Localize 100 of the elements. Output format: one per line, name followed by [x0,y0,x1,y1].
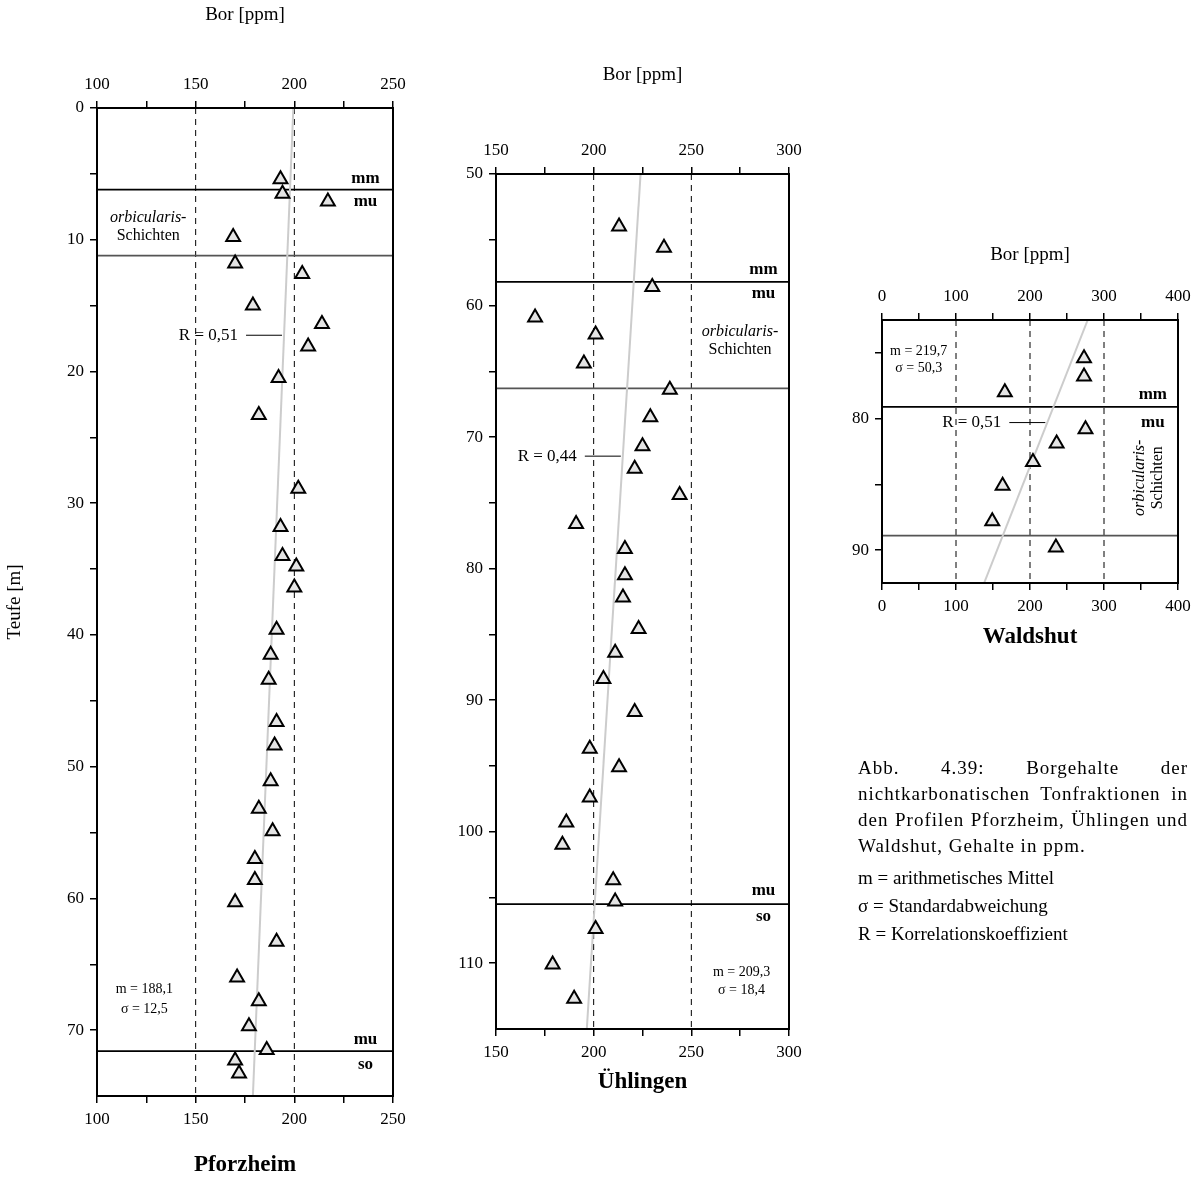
point [272,517,289,532]
text: R = 0,51 [178,324,239,344]
text: Pforzheim [193,1150,297,1176]
annotation: mm [1138,384,1167,404]
point [272,170,289,185]
point [996,383,1013,398]
annotation: so [755,905,772,925]
point [554,835,571,850]
text: R = 0,51 [942,412,1002,432]
y-tick-label: 50 [67,756,84,776]
annotation: σ = 18,4 [718,982,766,998]
point [227,1051,244,1066]
point [611,758,627,773]
point [250,405,267,420]
annotation: σ = 12,5 [120,1000,168,1016]
point [587,920,604,935]
text: Waldshut [982,622,1078,648]
x-tick-label: 150 [182,1108,209,1128]
point [607,892,624,907]
point [258,1040,275,1055]
point [268,620,285,635]
point [630,620,647,635]
x2-axis-title: Bor [ppm] [602,63,683,85]
y-tick-label: 70 [67,1019,84,1039]
y-tick-label: 30 [67,492,84,512]
y-tick-label: 90 [466,689,483,709]
annotation: m = 188,1 [115,980,174,996]
point [595,670,612,685]
y-tick-label: 60 [466,295,483,315]
point [1025,453,1041,468]
text: m = arithmetisches Mittel [858,866,1055,890]
point [984,512,1001,527]
point [581,739,598,754]
x-tick-label: 200 [1017,595,1043,615]
x2-tick-label: 0 [877,286,887,306]
text: R = 0,44 [517,445,578,465]
point [656,238,672,253]
point [527,308,543,323]
point [270,369,287,384]
point [262,645,279,660]
annotation: m = 209,3 [712,964,771,980]
point [544,955,561,970]
point [262,772,279,787]
x2-tick-label: 250 [678,140,705,160]
x2-tick-label: 300 [776,140,802,160]
x2-tick-label: 100 [943,286,969,306]
caption: Abb. 4.39: Borgehalte der nichtkarbonatischen Tonfraktionen in den Profilen Pforzheim, Ühlingen und Waldshut, Gehalte in ppm. [858,756,1188,858]
point [250,992,267,1007]
point [300,337,317,352]
annotation: mu [751,283,776,303]
point [246,849,263,864]
y-axis-title: Teufe [m] [3,564,25,640]
annotation: mu [353,1029,378,1049]
point [268,932,285,947]
y-tick-label: 80 [852,408,869,428]
x2-tick-label: 150 [483,140,509,160]
point [611,217,627,232]
point [581,788,598,803]
annotation: mm [351,167,380,187]
point [616,566,633,581]
point [294,264,311,279]
annotation: mu [1141,411,1165,431]
point [644,278,661,293]
annotation: orbicularis- Schichten [701,321,779,357]
point [288,557,305,572]
point [575,354,592,369]
x2-tick-label: 400 [1165,286,1191,306]
x2-tick-label: 200 [580,140,607,160]
x2-axis-title: Bor [ppm] [205,3,285,25]
annotation: m = 219,7 [890,343,948,359]
point [1047,538,1064,553]
y-tick-label: 40 [67,624,84,644]
x2-tick-label: 200 [281,74,308,94]
y-tick-label: 60 [67,887,84,907]
point [290,479,307,494]
point [605,871,622,886]
point [558,813,575,828]
point [994,476,1011,491]
x-tick-label: 300 [1091,595,1117,615]
point [1076,349,1092,364]
point [634,437,651,452]
point [607,643,624,658]
y-tick-label: 90 [852,539,869,559]
point [241,1017,257,1032]
point [250,799,267,814]
point [274,184,291,199]
point [314,315,330,330]
y-tick-label: 0 [75,97,84,117]
x-tick-label: 200 [580,1041,607,1061]
x-tick-label: 100 [84,1108,110,1128]
y-tick-label: 80 [466,558,483,578]
point [246,870,263,885]
y-tick-label: 20 [67,360,84,380]
point [268,712,285,727]
x-tick-label: 0 [877,595,887,615]
text: R = Korrelationskoeffizient [858,922,1069,946]
y-tick-label: 110 [458,952,483,972]
x-tick-label: 250 [678,1041,705,1061]
x-tick-label: 200 [281,1108,308,1128]
x2-axis-title: Bor [ppm] [990,243,1070,265]
